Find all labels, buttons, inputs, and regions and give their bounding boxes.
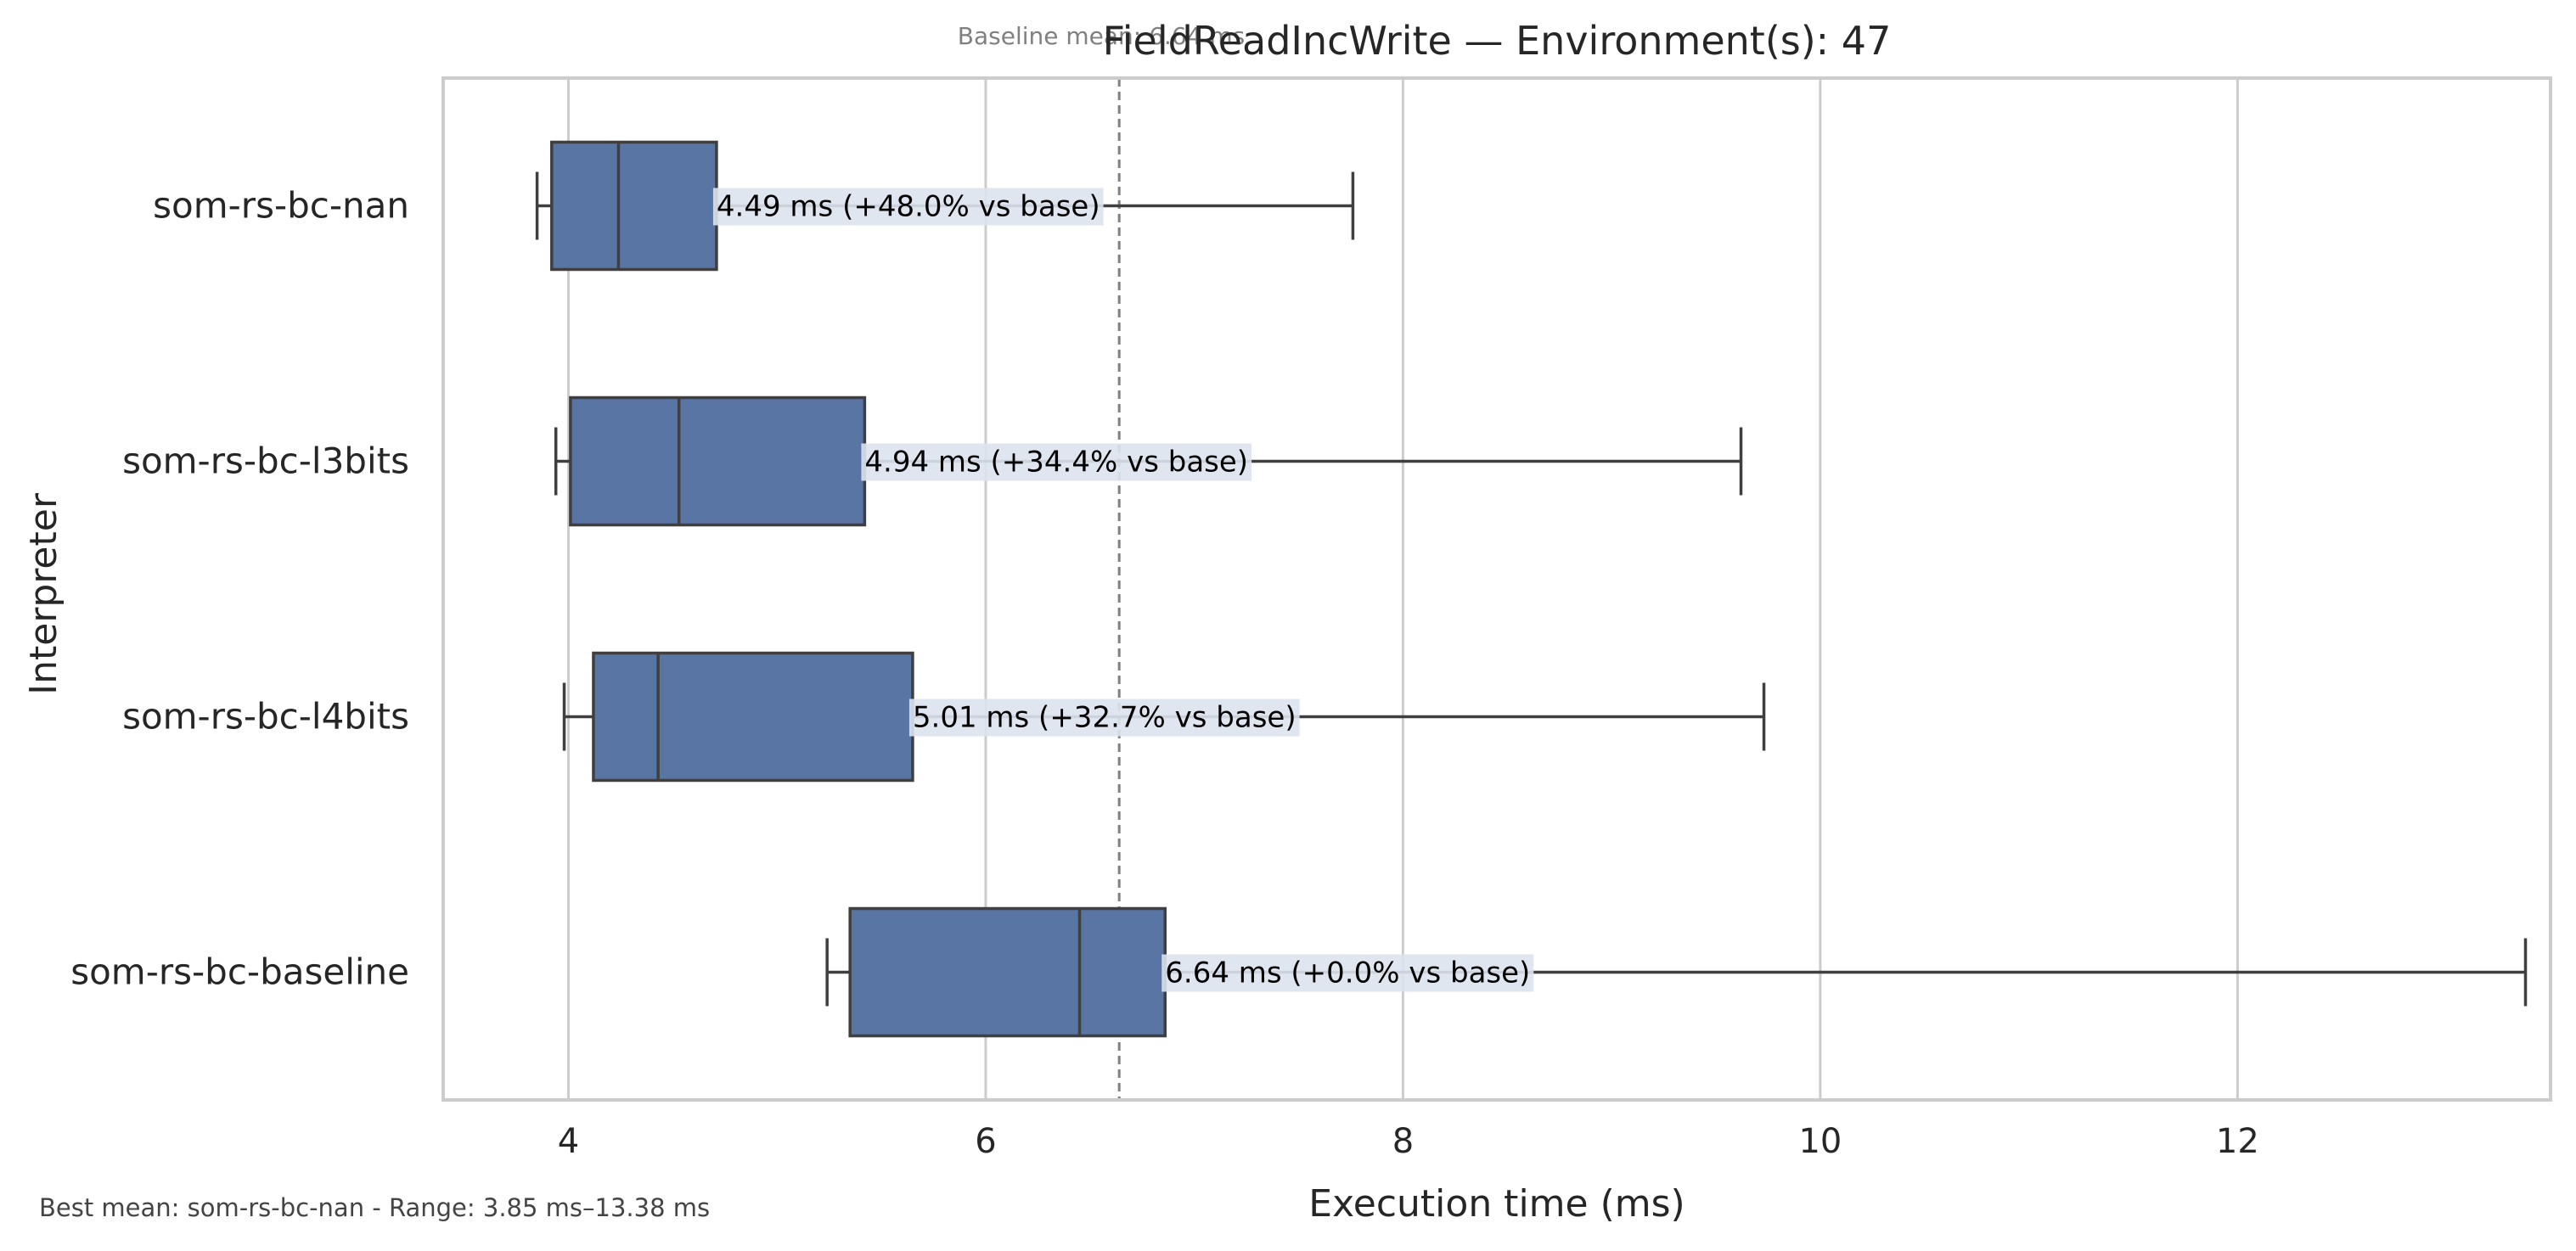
iqr-box [848,906,1167,1038]
x-axis-label: Execution time (ms) [1308,1182,1685,1226]
mean-label-background [712,188,1104,226]
mean-label-group: 4.94 ms (+34.4% vs base) [861,443,1252,481]
y-tick-label: som-rs-bc-nan [153,185,409,227]
y-tick-label: som-rs-bc-baseline [70,951,409,993]
mean-label: 6.64 ms (+0.0% vs base) [1165,956,1530,990]
mean-label: 4.49 ms (+48.0% vs base) [717,190,1100,224]
footer-note: Best mean: som-rs-bc-nan - Range: 3.85 m… [39,1193,711,1222]
mean-label-group: 4.49 ms (+48.0% vs base) [712,188,1104,226]
box-group [562,651,1766,783]
y-axis-label: Interpreter [22,492,65,695]
mean-label: 5.01 ms (+32.7% vs base) [913,701,1296,735]
box-group [825,906,2528,1038]
x-tick-label: 10 [1798,1122,1842,1161]
baseline-annotation: Baseline mean: 6.64 ms [958,22,1245,50]
mean-labels: 4.49 ms (+48.0% vs base) 4.94 ms (+34.4% … [712,188,1534,992]
box-group [554,395,1743,527]
y-tick-label: som-rs-bc-l4bits [122,696,409,738]
x-tick-label: 6 [975,1122,996,1161]
mean-label-group: 5.01 ms (+32.7% vs base) [908,698,1300,737]
mean-label: 4.94 ms (+34.4% vs base) [864,446,1248,480]
mean-label-background [1161,954,1534,992]
x-tick-label: 12 [2216,1122,2259,1161]
iqr-box [550,140,718,272]
iqr-box [592,651,914,783]
x-tick-label: 8 [1392,1122,1414,1161]
y-tick-labels: som-rs-bc-nan som-rs-bc-l3bits som-rs-bc-l… [70,185,409,993]
chart-title: FieldReadIncWrite — Environment(s): 47 [1103,18,1892,64]
x-tick-label: 4 [558,1122,579,1161]
box-group [535,140,1355,272]
boxes [535,140,2528,1038]
plot-frame [442,76,2552,1102]
grid-lines [566,78,2239,1100]
x-tick-labels: 4 6 8 10 12 [558,1122,2259,1161]
mean-label-group: 6.64 ms (+0.0% vs base) [1161,954,1534,992]
mean-label-background [861,443,1252,481]
iqr-box [569,395,867,527]
y-tick-label: som-rs-bc-l3bits [122,440,409,482]
mean-label-background [908,698,1300,737]
